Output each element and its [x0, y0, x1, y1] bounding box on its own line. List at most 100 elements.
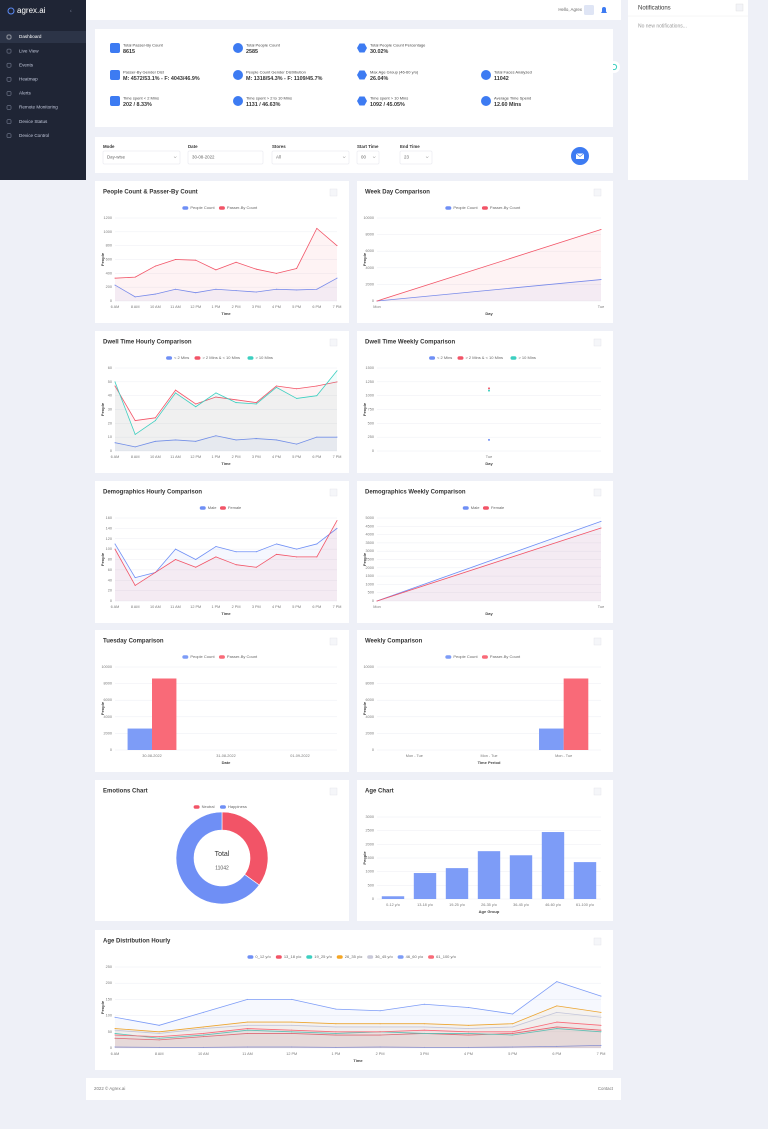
line — [376, 279, 602, 302]
legend-swatch — [193, 805, 200, 809]
x-tick-label: 6 AM — [111, 305, 120, 309]
y-tick-label: 5000 — [366, 516, 374, 520]
filter-input[interactable] — [187, 150, 264, 165]
y-tick-label: 10000 — [363, 665, 374, 669]
legend-swatch — [306, 955, 313, 959]
point — [255, 566, 257, 568]
filter-value: Day-wise — [107, 155, 126, 160]
x-tick-label: 6 AM — [111, 455, 120, 459]
point — [335, 1026, 337, 1028]
legend-swatch — [336, 955, 343, 959]
y-tick-label: 250 — [368, 435, 374, 439]
y-tick-label: 0 — [110, 599, 112, 603]
chart-checkbox[interactable] — [593, 637, 602, 646]
filter-input[interactable] — [356, 150, 380, 165]
chart-title: Emotions Chart — [103, 789, 148, 795]
chart-checkbox[interactable] — [329, 787, 338, 796]
chart-checkbox[interactable] — [593, 338, 602, 347]
legend-swatch — [166, 356, 173, 360]
menu-item[interactable]: Alerts — [19, 91, 31, 96]
filter-input[interactable] — [102, 150, 181, 165]
menu-item[interactable]: Remote Monitoring — [19, 105, 58, 110]
stat-value: 30.02% — [370, 49, 388, 55]
filter-input[interactable] — [271, 150, 350, 165]
point — [247, 1046, 249, 1048]
area-fill — [115, 370, 337, 451]
x-tick-label: 6 AM — [111, 605, 120, 609]
bell-icon[interactable] — [601, 7, 607, 13]
menu-item[interactable]: Events — [19, 62, 34, 67]
point — [134, 296, 136, 298]
point — [175, 548, 177, 550]
chart-checkbox[interactable] — [329, 188, 338, 197]
chart-checkbox[interactable] — [593, 787, 602, 796]
filter-label: Stores — [272, 144, 286, 149]
point — [379, 1010, 381, 1012]
menu-item[interactable]: Dashboard — [19, 34, 42, 39]
legend-swatch — [482, 506, 489, 510]
legend-swatch — [457, 356, 464, 360]
close-button[interactable] — [735, 3, 744, 12]
chart-checkbox[interactable] — [593, 188, 602, 197]
point — [158, 1031, 160, 1033]
x-tick-label: 8 AM — [131, 605, 140, 609]
legend-swatch — [481, 206, 488, 210]
line — [114, 370, 338, 435]
point — [114, 1028, 116, 1030]
point — [158, 1032, 160, 1034]
y-tick-label: 1500 — [366, 366, 374, 370]
y-tick-label: 40 — [108, 394, 112, 398]
collapse-icon[interactable]: ‹ — [70, 8, 72, 14]
chart-checkbox[interactable] — [329, 338, 338, 347]
point — [467, 1007, 469, 1008]
point — [335, 1023, 337, 1025]
point — [175, 288, 177, 290]
point — [423, 1023, 425, 1025]
y-tick-label: 20 — [108, 421, 112, 425]
dropdown-arrow — [173, 156, 177, 159]
point — [134, 420, 136, 422]
menu-item[interactable]: Live View — [19, 48, 39, 53]
chart-title: Tuesday Comparison — [103, 639, 164, 645]
menu-icon — [6, 48, 12, 54]
area-fill — [115, 435, 337, 451]
chart-checkbox[interactable] — [593, 937, 602, 946]
point — [275, 543, 277, 545]
notifications-title: Notifications — [638, 6, 671, 12]
filter-input[interactable] — [399, 150, 433, 165]
y-tick-label: 3000 — [366, 815, 374, 819]
y-tick-label: 2000 — [366, 731, 374, 735]
point — [600, 1024, 602, 1026]
point — [488, 389, 490, 392]
stat-value: 8615 — [123, 49, 135, 55]
point — [600, 1016, 602, 1018]
point — [202, 1034, 204, 1036]
point — [247, 1029, 249, 1031]
y-tick-label: 2500 — [366, 558, 374, 562]
y-tick-label: 3000 — [366, 549, 374, 553]
point — [488, 387, 490, 390]
menu-item[interactable]: Device Control — [19, 133, 49, 138]
menu-item[interactable]: Heatmap — [19, 77, 38, 82]
profile-button[interactable] — [584, 5, 594, 15]
x-axis-label: Time — [221, 461, 231, 466]
point — [247, 1032, 249, 1034]
point — [600, 279, 602, 281]
menu-item[interactable]: Device Status — [19, 119, 48, 124]
point — [423, 1032, 425, 1034]
legend-swatch — [510, 356, 517, 360]
contact-link[interactable]: Contact — [598, 1086, 614, 1091]
point — [114, 1032, 116, 1034]
x-tick-label: 1 PM — [331, 1052, 340, 1056]
line — [114, 435, 337, 448]
chart-checkbox[interactable] — [329, 637, 338, 646]
bar — [413, 873, 437, 899]
greeting: Hello, Agrex — [558, 7, 582, 12]
point — [335, 1031, 337, 1033]
line — [114, 1028, 602, 1039]
x-tick-label: 11 AM — [170, 455, 180, 459]
chart-checkbox[interactable] — [593, 488, 602, 497]
y-tick-label: 200 — [106, 981, 112, 985]
bar — [573, 862, 597, 899]
chart-checkbox[interactable] — [329, 488, 338, 497]
